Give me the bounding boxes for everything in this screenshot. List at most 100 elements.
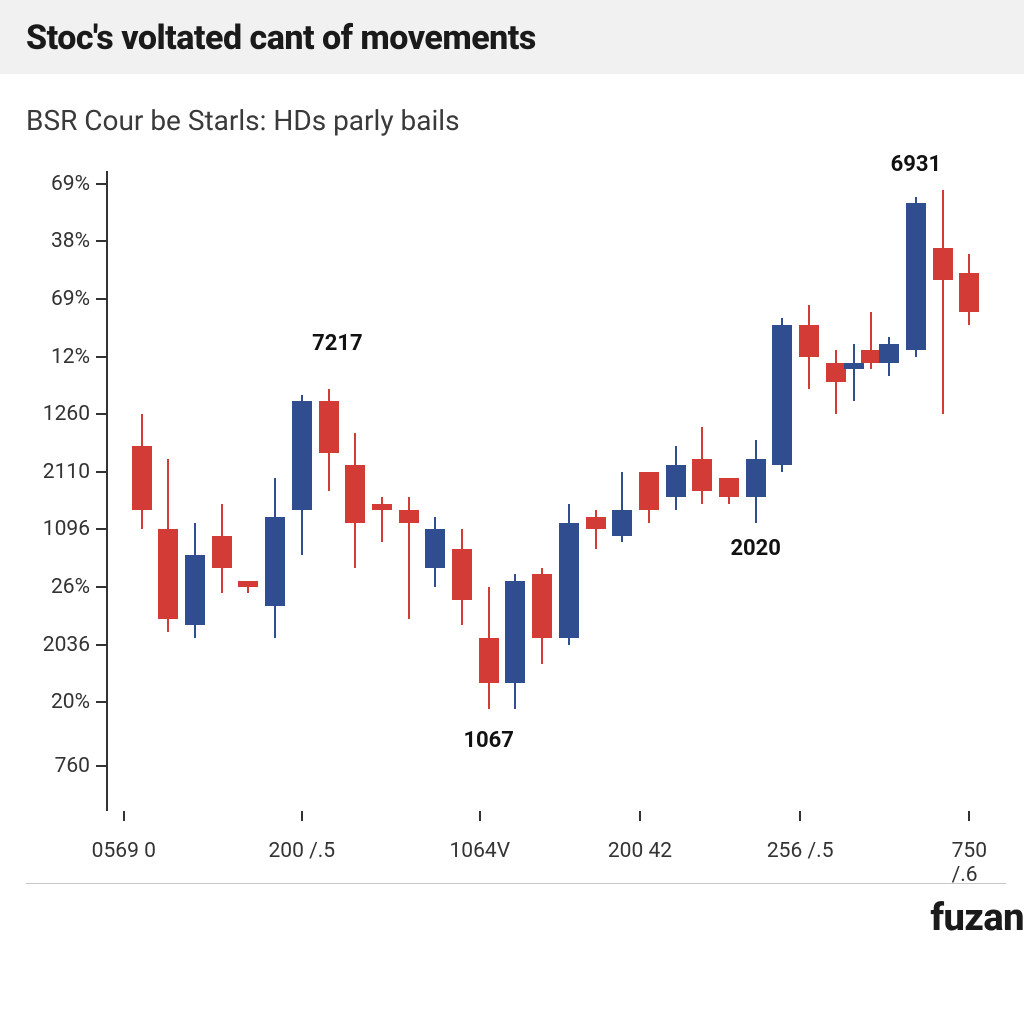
candle-body — [158, 529, 178, 619]
y-tick-label: 2036 — [43, 633, 90, 657]
y-tick-mark — [96, 765, 106, 767]
candle-body — [692, 459, 712, 491]
candle — [212, 171, 232, 811]
candle-body — [772, 325, 792, 466]
brand-wrap: fuzan — [26, 884, 1024, 946]
candle-wick — [853, 344, 855, 402]
candle-body — [479, 638, 499, 683]
candle-body — [666, 465, 686, 497]
y-tick-label: 2110 — [43, 460, 90, 484]
candle-body — [452, 549, 472, 600]
candle — [132, 171, 152, 811]
y-tick-label: 20% — [51, 690, 90, 714]
chart-annotation: 1067 — [463, 728, 514, 753]
x-tick-mark — [123, 811, 125, 821]
x-tick-label: 0569 0 — [92, 839, 156, 863]
candle-body — [399, 510, 419, 523]
x-tick-mark — [639, 811, 641, 821]
candle — [586, 171, 606, 811]
candle — [319, 171, 339, 811]
x-tick-mark — [799, 811, 801, 821]
x-axis: 0569 0200 /.51064V200 42256 /.5750 /.6 — [106, 811, 996, 871]
y-tick-mark — [96, 644, 106, 646]
candle-body — [639, 472, 659, 510]
candle — [425, 171, 445, 811]
y-tick-mark — [96, 586, 106, 588]
y-axis-line — [106, 171, 108, 811]
candle — [185, 171, 205, 811]
brand-wordmark: fuzan — [930, 896, 1024, 940]
candle-body — [345, 465, 365, 523]
candle — [372, 171, 392, 811]
candle-body — [906, 203, 926, 350]
y-tick-label: 1260 — [43, 402, 90, 426]
x-tick-mark — [301, 811, 303, 821]
candle — [505, 171, 525, 811]
candle-body — [933, 248, 953, 280]
candle — [265, 171, 285, 811]
candle — [719, 171, 739, 811]
x-tick-label: 200 42 — [608, 839, 672, 863]
x-tick-mark — [968, 811, 970, 821]
candle-body — [719, 478, 739, 497]
candle-body — [319, 401, 339, 452]
x-tick-label: 1064V — [450, 839, 511, 863]
candle-body — [559, 523, 579, 638]
candle-body — [799, 325, 819, 357]
candle — [532, 171, 552, 811]
y-tick-label: 26% — [51, 575, 90, 599]
y-tick-mark — [96, 298, 106, 300]
candle — [933, 171, 953, 811]
y-tick-mark — [96, 528, 106, 530]
candle-body — [212, 536, 232, 568]
candle — [479, 171, 499, 811]
candle-body — [372, 504, 392, 510]
y-tick-label: 760 — [55, 754, 90, 778]
candle-body — [532, 574, 552, 638]
candle — [772, 171, 792, 811]
x-tick-label: 200 /.5 — [268, 839, 335, 863]
x-tick-label: 256 /.5 — [767, 839, 834, 863]
candle — [746, 171, 766, 811]
x-tick-label: 750 /.6 — [952, 839, 987, 887]
candle — [666, 171, 686, 811]
candle — [612, 171, 632, 811]
chart-annotation: 2020 — [730, 536, 781, 561]
candlestick-chart: 69% 38% 69% 12% 1260 2110 1096 26% 2036 20% 760 72… — [26, 151, 1006, 871]
y-axis: 69% 38% 69% 12% 1260 2110 1096 26% 2036 20% 760 — [26, 171, 106, 811]
candle — [158, 171, 178, 811]
chart-annotation: 7217 — [312, 331, 363, 356]
candle-wick — [942, 190, 944, 414]
candle — [906, 171, 926, 811]
candle — [399, 171, 419, 811]
y-tick-mark — [96, 413, 106, 415]
y-tick-mark — [96, 356, 106, 358]
candle-body — [959, 273, 979, 311]
y-tick-label: 38% — [51, 229, 90, 253]
y-tick-mark — [96, 701, 106, 703]
chart-subtitle: BSR Cour be Starls: HDs parly bails — [0, 74, 1024, 147]
candle — [692, 171, 712, 811]
candle-body — [586, 517, 606, 530]
candle-body — [746, 459, 766, 497]
chart-annotation: 6931 — [891, 152, 942, 177]
candle-body — [879, 344, 899, 363]
candle-wick — [835, 350, 837, 414]
y-tick-mark — [96, 240, 106, 242]
candle-body — [425, 529, 445, 567]
y-tick-label: 1096 — [43, 517, 90, 541]
x-tick-mark — [479, 811, 481, 821]
header-bar: Stoc's voltated cant of movements — [0, 0, 1024, 74]
candle — [292, 171, 312, 811]
y-tick-label: 69% — [51, 172, 90, 196]
candle — [639, 171, 659, 811]
candle-body — [238, 581, 258, 587]
y-tick-label: 12% — [51, 345, 90, 369]
candle-body — [292, 401, 312, 510]
candle-body — [185, 555, 205, 625]
candle — [345, 171, 365, 811]
y-tick-label: 69% — [51, 287, 90, 311]
candle-body — [612, 510, 632, 536]
candle-body — [265, 517, 285, 607]
candle — [799, 171, 819, 811]
